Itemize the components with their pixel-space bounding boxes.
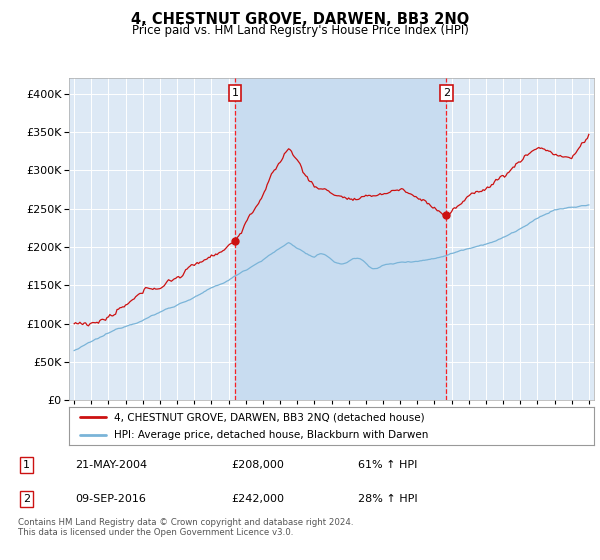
Text: 2: 2: [443, 88, 450, 98]
Text: 4, CHESTNUT GROVE, DARWEN, BB3 2NQ (detached house): 4, CHESTNUT GROVE, DARWEN, BB3 2NQ (deta…: [113, 412, 424, 422]
Text: 4, CHESTNUT GROVE, DARWEN, BB3 2NQ: 4, CHESTNUT GROVE, DARWEN, BB3 2NQ: [131, 12, 469, 27]
Text: Price paid vs. HM Land Registry's House Price Index (HPI): Price paid vs. HM Land Registry's House …: [131, 24, 469, 36]
Bar: [235, 78, 446, 400]
Text: 1: 1: [232, 88, 239, 98]
Text: HPI: Average price, detached house, Blackburn with Darwen: HPI: Average price, detached house, Blac…: [113, 430, 428, 440]
Text: Contains HM Land Registry data © Crown copyright and database right 2024.
This d: Contains HM Land Registry data © Crown c…: [18, 518, 353, 538]
Text: 61% ↑ HPI: 61% ↑ HPI: [358, 460, 417, 470]
Text: £242,000: £242,000: [231, 494, 284, 504]
Text: 1: 1: [23, 460, 30, 470]
Text: £208,000: £208,000: [231, 460, 284, 470]
Text: 2: 2: [23, 494, 30, 504]
Text: 28% ↑ HPI: 28% ↑ HPI: [358, 494, 417, 504]
Text: 09-SEP-2016: 09-SEP-2016: [76, 494, 146, 504]
Text: 21-MAY-2004: 21-MAY-2004: [76, 460, 148, 470]
